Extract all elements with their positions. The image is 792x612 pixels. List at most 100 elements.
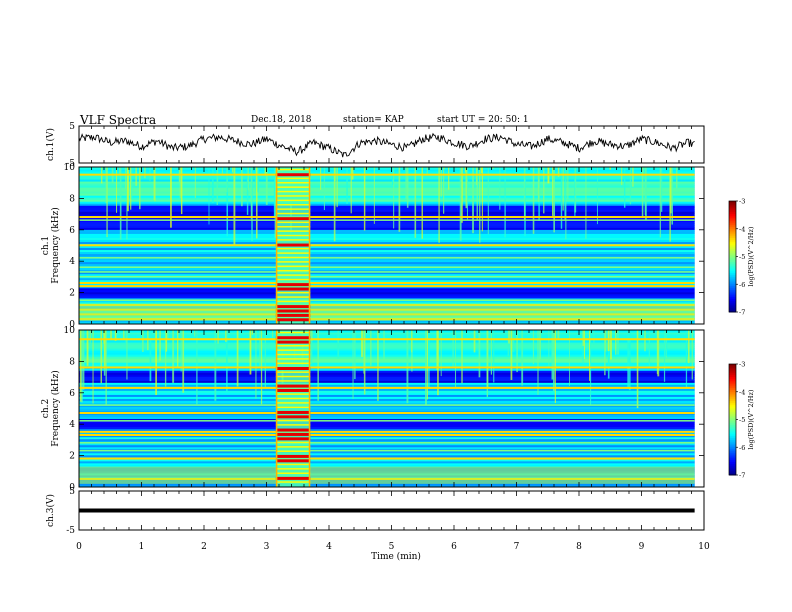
ch2_spectrogram-colorbar-step [729, 388, 736, 391]
ch1_spectrogram-noise-band [79, 207, 695, 210]
ch1_spectrogram-sferic-streak [537, 167, 540, 202]
ch1_spectrogram-sferic-streak [499, 167, 501, 210]
ch2_spectrogram-burst-region [275, 330, 311, 487]
ch1_spectrogram-burst-line [275, 252, 311, 254]
ch1_spectrogram-colorbar-step [729, 239, 736, 243]
ch2_spectrogram-sferic-streak [539, 330, 541, 360]
ch2_spectrogram-ylabel-line: ch.2 [41, 399, 51, 418]
ch2_spectrogram-noise-band [79, 378, 695, 381]
ch2_spectrogram-sferic-streak [214, 330, 217, 401]
ch1_spectrogram-colorbar-step [729, 293, 736, 296]
ch2_spectrogram-noise-band [79, 408, 695, 412]
ch2_spectrogram-colorbar-step [729, 371, 736, 374]
ch1_spectrogram-sferic-streak [373, 167, 375, 224]
ch1_spectrogram-colorbar-label-text: log(PSD)(V^2/Hz) [747, 226, 755, 286]
ch2_spectrogram-sferic-streak [114, 330, 117, 341]
ch2_spectrogram-colorbar-step [729, 378, 736, 382]
ch2_spectrogram-noise-band [79, 454, 695, 458]
ch2_spectrogram-sferic-streak [363, 330, 365, 374]
ch1_spectrogram-sferic-streak [562, 167, 564, 211]
ch2_spectrogram-sferic-streak [249, 330, 252, 375]
ch1_spectrogram-sferic-streak [476, 167, 478, 220]
ch2_spectrogram-colorbar-step [729, 415, 736, 419]
ch1_spectrogram-sferic-streak [669, 167, 671, 242]
ch1_spectrogram-noise-band [79, 241, 695, 244]
ch2_spectrogram-sferic-streak [636, 330, 639, 409]
ch1_spectrogram-ylabel: ch.1 Frequency (kHz) [41, 207, 61, 284]
ch2_spectrogram-strong-line [79, 386, 695, 389]
ch1_spectrogram-noise-band [79, 299, 695, 303]
ch1_spectrogram-colorbar-step [729, 247, 736, 250]
ch1_spectrogram-sferic-streak [623, 167, 626, 208]
xaxis-tick-label: 6 [451, 542, 457, 552]
ch1_spectrogram-sferic-streak [265, 167, 268, 205]
ch2_spectrogram-sferic-streak [508, 330, 511, 344]
header-station: station= KAP [343, 115, 404, 125]
ch1_spectrogram-sferic-streak [443, 167, 445, 214]
ch1_spectrogram-sferic-streak [216, 167, 219, 205]
ch1_spectrogram-noise-band [79, 295, 695, 299]
ch2_spectrogram-burst-line [275, 340, 311, 344]
ch2_spectrogram-noise-band [79, 438, 695, 442]
ch2_spectrogram-burst-line [275, 384, 311, 388]
ch1_spectrogram-noise-band [79, 221, 695, 224]
ch1_spectrogram-noise-band [79, 271, 695, 275]
ch1_spectrogram-noise-band [79, 171, 695, 174]
ch1_spectrogram-sferic-streak [144, 167, 146, 179]
ch1_spectrogram-sferic-streak [557, 167, 560, 177]
ch2_spectrogram-weak-line [79, 442, 695, 444]
ch1_spectrogram-sferic-streak [336, 167, 338, 208]
ch2_spectrogram-sferic-streak [628, 330, 631, 391]
ch1_spectrogram-sferic-streak [480, 167, 483, 174]
ch2_spectrogram-noise-band [79, 396, 695, 399]
ch2_spectrogram-noise-band [79, 356, 695, 359]
ch1_spectrogram-sferic-streak [367, 167, 369, 170]
ch2_spectrogram-noise-band [79, 432, 695, 436]
ch2_spectrogram-burst-line [275, 375, 311, 378]
ch2_spectrogram-burst-line [275, 463, 311, 466]
ch2_spectrogram-sferic-streak [607, 330, 610, 352]
ch2_spectrogram-noise-band [79, 376, 695, 379]
ch2_spectrogram-weak-line [79, 404, 695, 406]
ch1_spectrogram-colorbar-step [729, 202, 736, 206]
ch1_spectrogram-noise-band [79, 205, 695, 208]
ch2_spectrogram-noise-band [79, 440, 695, 444]
ch2_spectrogram-burst-line [275, 419, 311, 422]
ch2_spectrogram-burst-line [275, 358, 311, 360]
ch2_spectrogram-noise-band [79, 452, 695, 456]
xaxis-tick-label: 4 [326, 542, 332, 552]
ch1_spectrogram-sferic-streak [180, 167, 183, 215]
ch2_spectrogram-colorbar-step [729, 399, 736, 402]
ch1_spectrogram-sferic-streak [643, 167, 645, 174]
ch2_spectrogram-sferic-streak [510, 330, 513, 380]
ch1_spectrogram-colorbar-step [729, 201, 736, 204]
ch1_spectrogram-burst-edge [275, 167, 278, 324]
ch1_spectrogram-noise-band [79, 247, 695, 251]
ch1_spectrogram-colorbar-step [729, 291, 736, 294]
ch1_spectrogram-noise-band [79, 187, 695, 190]
ch1_spectrogram-burst-line [275, 247, 311, 250]
ch1_spectrogram-sferic-streak [551, 167, 554, 216]
ch1_spectrogram-burst-line [275, 287, 311, 291]
ch1_spectrogram-noise-band [79, 217, 695, 220]
ch2_spectrogram-sferic-streak [172, 330, 175, 383]
ch1_spectrogram-ytick-label: 10 [64, 163, 76, 173]
ch1_spectrogram-sferic-streak [105, 167, 108, 203]
ch2_spectrogram-sferic-streak [617, 330, 619, 355]
ch1_spectrogram-burst-line [275, 212, 311, 215]
ch2_spectrogram-colorbar-step [729, 471, 736, 474]
ch1_spectrogram-sferic-streak [487, 167, 489, 235]
ch2_spectrogram-colorbar-step [729, 402, 736, 406]
ch2_spectrogram-sferic-streak [383, 330, 385, 361]
xaxis-tick-label: 8 [576, 542, 582, 552]
ch1_spectrogram-sferic-streak [567, 167, 569, 199]
ch1_spectrogram-sferic-streak [504, 167, 506, 238]
ch1_spectrogram-sferic-streak [426, 167, 428, 176]
ch1_spectrogram-sferic-streak [132, 167, 134, 172]
ch1_spectrogram-burst-line [275, 300, 311, 303]
ch2_spectrogram-sferic-streak [311, 330, 313, 341]
ch1_spectrogram-lowfreq-band [79, 303, 695, 321]
ch1_spectrogram-sferic-streak [346, 167, 348, 204]
ch1_spectrogram-weak-line [79, 219, 695, 221]
ch2_spectrogram-sferic-streak [226, 330, 228, 392]
